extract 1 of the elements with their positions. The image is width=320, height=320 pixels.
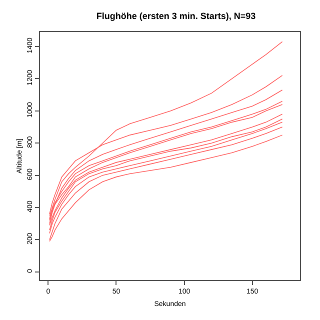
chart-title: Flughöhe (ersten 3 min. Starts), N=93 [96, 11, 256, 22]
